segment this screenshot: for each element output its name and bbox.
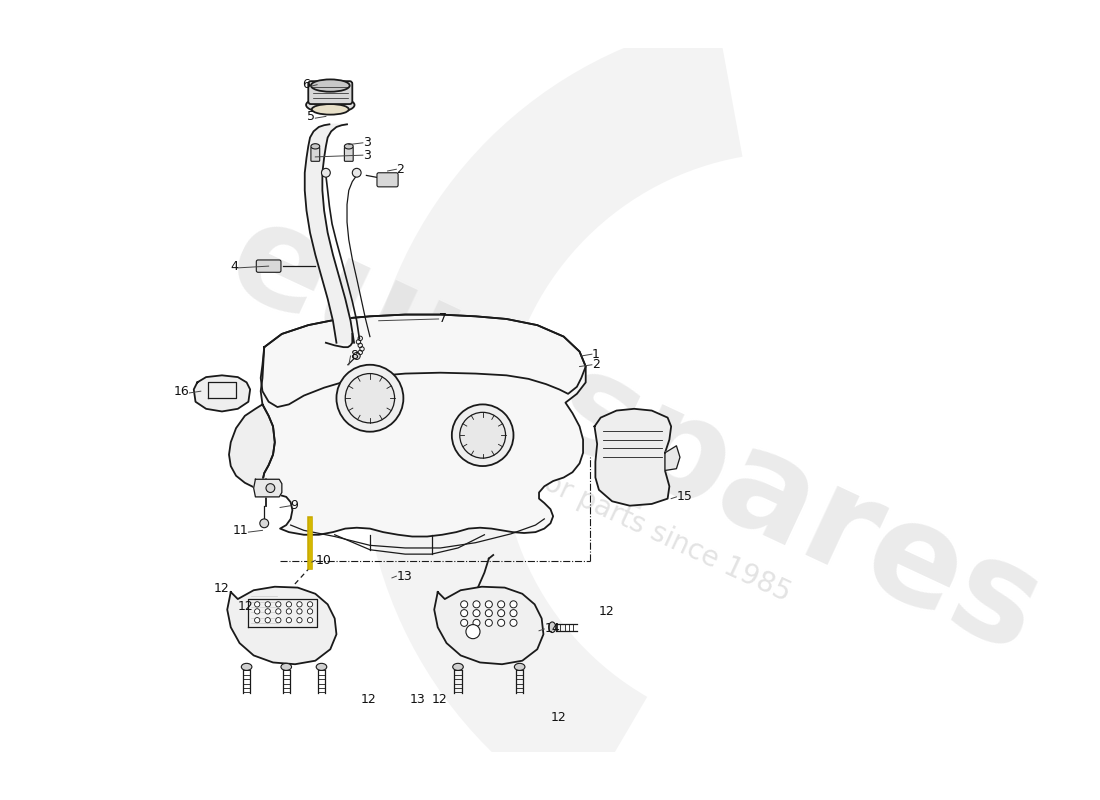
Circle shape [497, 601, 505, 608]
Text: 13: 13 [396, 570, 412, 582]
Circle shape [297, 609, 302, 614]
Ellipse shape [515, 663, 525, 670]
Circle shape [254, 609, 260, 614]
Ellipse shape [344, 144, 353, 149]
Text: 3: 3 [363, 149, 371, 162]
FancyBboxPatch shape [377, 173, 398, 187]
Circle shape [286, 609, 292, 614]
Polygon shape [229, 405, 275, 493]
Circle shape [307, 609, 312, 614]
Circle shape [485, 610, 493, 617]
Text: 13: 13 [409, 693, 426, 706]
Circle shape [307, 618, 312, 623]
Text: 2: 2 [592, 358, 600, 371]
Ellipse shape [311, 144, 320, 149]
Circle shape [266, 484, 275, 493]
Polygon shape [261, 314, 585, 407]
Circle shape [473, 601, 480, 608]
Circle shape [461, 619, 468, 626]
Circle shape [461, 601, 468, 608]
Polygon shape [434, 586, 543, 664]
Circle shape [452, 405, 514, 466]
Text: 15: 15 [676, 490, 692, 503]
Text: 3: 3 [363, 136, 371, 150]
Polygon shape [261, 314, 585, 537]
Text: 9: 9 [290, 499, 298, 512]
Text: 12: 12 [361, 693, 377, 706]
Circle shape [466, 625, 480, 638]
Ellipse shape [306, 97, 354, 113]
Text: 16: 16 [174, 385, 189, 398]
Text: 8: 8 [351, 350, 359, 362]
Ellipse shape [311, 79, 350, 92]
Circle shape [297, 618, 302, 623]
Circle shape [353, 353, 360, 359]
Text: 11: 11 [232, 524, 249, 537]
Ellipse shape [311, 104, 349, 114]
FancyBboxPatch shape [311, 147, 320, 162]
Polygon shape [254, 479, 282, 497]
Text: 12: 12 [238, 601, 254, 614]
Ellipse shape [280, 663, 292, 670]
Text: 12: 12 [550, 710, 566, 723]
Polygon shape [228, 586, 337, 664]
Circle shape [265, 602, 271, 607]
Circle shape [337, 365, 404, 432]
Circle shape [497, 619, 505, 626]
Circle shape [345, 374, 395, 423]
Circle shape [510, 619, 517, 626]
Text: 4: 4 [230, 260, 238, 273]
Text: a passion for parts since 1985: a passion for parts since 1985 [403, 404, 795, 607]
Circle shape [485, 601, 493, 608]
Circle shape [352, 168, 361, 177]
Text: 7: 7 [439, 313, 447, 326]
Circle shape [254, 602, 260, 607]
Circle shape [276, 602, 280, 607]
Circle shape [265, 618, 271, 623]
Circle shape [461, 610, 468, 617]
Text: 14: 14 [544, 622, 560, 635]
Text: 2: 2 [396, 162, 404, 176]
Circle shape [473, 610, 480, 617]
Circle shape [485, 619, 493, 626]
Circle shape [260, 519, 268, 528]
Polygon shape [666, 446, 680, 470]
Text: 12: 12 [598, 605, 615, 618]
Ellipse shape [316, 663, 327, 670]
Text: 6: 6 [302, 78, 310, 91]
Ellipse shape [549, 622, 556, 633]
Text: 5: 5 [307, 110, 316, 123]
Polygon shape [305, 124, 354, 342]
Circle shape [254, 618, 260, 623]
Circle shape [286, 618, 292, 623]
Polygon shape [194, 375, 250, 411]
Circle shape [297, 602, 302, 607]
Circle shape [497, 610, 505, 617]
FancyBboxPatch shape [308, 81, 352, 104]
Circle shape [510, 601, 517, 608]
Polygon shape [594, 409, 671, 506]
Ellipse shape [241, 663, 252, 670]
Circle shape [321, 168, 330, 177]
Text: 10: 10 [316, 554, 331, 566]
Circle shape [473, 619, 480, 626]
Text: 12: 12 [213, 582, 229, 595]
Circle shape [276, 618, 280, 623]
FancyBboxPatch shape [256, 260, 280, 272]
Circle shape [510, 610, 517, 617]
Circle shape [307, 602, 312, 607]
Text: 12: 12 [431, 693, 448, 706]
Circle shape [460, 412, 506, 458]
Circle shape [276, 609, 280, 614]
Text: eurospares: eurospares [208, 189, 1060, 682]
Ellipse shape [453, 663, 463, 670]
Text: 1: 1 [592, 348, 600, 361]
FancyBboxPatch shape [344, 147, 353, 162]
Circle shape [265, 609, 271, 614]
Circle shape [286, 602, 292, 607]
